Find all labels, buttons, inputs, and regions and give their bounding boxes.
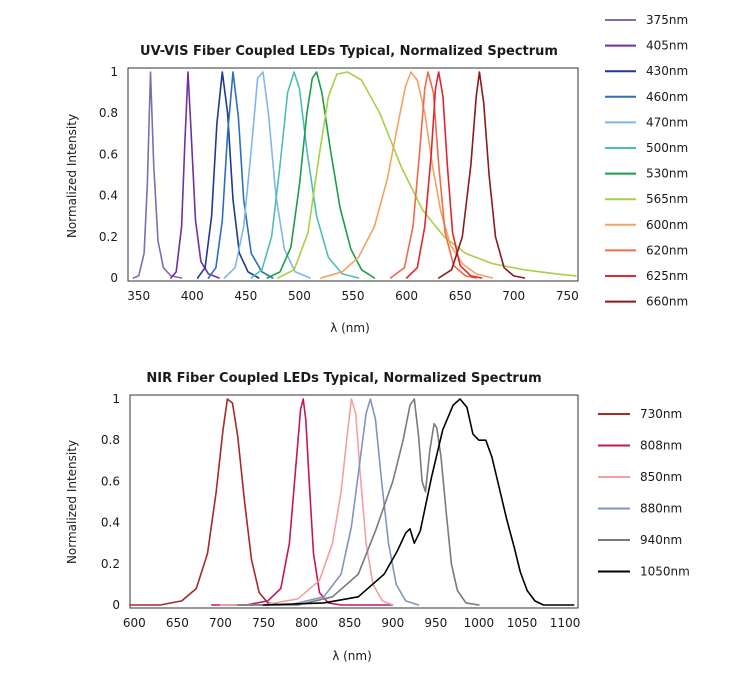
nir-series-808nm — [211, 398, 394, 606]
uv-vis-series-600nm — [320, 71, 494, 279]
uv-vis-chart: UV-VIS Fiber Coupled LEDs Typical, Norma… — [65, 13, 688, 335]
nir-legend-label: 730nm — [640, 407, 682, 421]
uv-vis-series-530nm — [266, 71, 376, 279]
uv-vis-y-tick-label: 0.8 — [99, 106, 118, 120]
uv-vis-series-660nm — [437, 71, 526, 279]
nir-x-tick-label: 650 — [166, 616, 189, 630]
uv-vis-series-group — [132, 71, 577, 279]
uv-vis-y-ticks: 0 0.2 0.4 0.6 0.8 1 — [99, 65, 118, 285]
nir-legend: 730nm 808nm 850nm 880nm 940nm 1050nm — [598, 407, 690, 579]
nir-legend-label: 808nm — [640, 439, 682, 453]
nir-series-730nm — [129, 398, 282, 606]
uv-vis-y-tick-label: 0.2 — [99, 230, 118, 244]
nir-legend-label: 850nm — [640, 470, 682, 484]
nir-chart: NIR Fiber Coupled LEDs Typical, Normaliz… — [65, 371, 690, 663]
uv-vis-x-tick-label: 700 — [502, 289, 525, 303]
nir-legend-label: 940nm — [640, 533, 682, 547]
nir-x-tick-label: 1000 — [464, 616, 495, 630]
uv-vis-legend-label: 405nm — [646, 39, 688, 53]
nir-plot-area — [129, 394, 579, 609]
nir-y-tick-label: 1 — [112, 392, 120, 406]
nir-x-axis-label: λ (nm) — [332, 649, 372, 663]
nir-chart-title: NIR Fiber Coupled LEDs Typical, Normaliz… — [146, 371, 541, 386]
uv-vis-x-tick-label: 450 — [234, 289, 257, 303]
uv-vis-series-430nm — [196, 71, 260, 279]
nir-x-tick-label: 850 — [338, 616, 361, 630]
uv-vis-legend-label: 660nm — [646, 295, 688, 309]
nir-x-tick-label: 750 — [252, 616, 275, 630]
nir-y-tick-label: 0 — [112, 598, 120, 612]
uv-vis-legend-label: 375nm — [646, 13, 688, 27]
uv-vis-y-tick-label: 0.6 — [99, 147, 118, 161]
uv-vis-x-tick-label: 550 — [342, 289, 365, 303]
uv-vis-y-tick-label: 1 — [110, 65, 118, 79]
nir-series-880nm — [236, 398, 420, 606]
nir-series-group — [129, 398, 575, 606]
uv-vis-x-tick-label: 600 — [395, 289, 418, 303]
uv-vis-x-tick-label: 350 — [127, 289, 150, 303]
uv-vis-legend-label: 565nm — [646, 192, 688, 206]
uv-vis-legend: 375nm 405nm 430nm 460nm 470nm 500nm 530nm 565nm… — [605, 13, 688, 309]
uv-vis-legend-label: 625nm — [646, 269, 688, 283]
uv-vis-series-625nm — [405, 71, 483, 279]
uv-vis-y-axis-label: Normalized Intensity — [65, 114, 79, 238]
uv-vis-legend-label: 430nm — [646, 64, 688, 78]
uv-vis-x-tick-label: 500 — [288, 289, 311, 303]
nir-x-ticks: 600 650 700 750 800 850 900 950 1000 1050 1100 — [123, 616, 580, 630]
nir-y-ticks: 0 0.2 0.4 0.6 0.8 1 — [101, 392, 120, 612]
nir-series-940nm — [236, 398, 480, 606]
nir-y-tick-label: 0.2 — [101, 557, 120, 571]
nir-x-tick-label: 800 — [295, 616, 318, 630]
uv-vis-y-tick-label: 0 — [110, 271, 118, 285]
nir-y-axis-label: Normalized Intensity — [65, 440, 79, 564]
nir-series-1050nm — [262, 398, 575, 606]
nir-y-tick-label: 0.6 — [101, 474, 120, 488]
nir-y-tick-label: 0.4 — [101, 516, 120, 530]
nir-x-tick-label: 700 — [209, 616, 232, 630]
uv-vis-chart-title: UV-VIS Fiber Coupled LEDs Typical, Norma… — [140, 44, 558, 59]
uv-vis-series-460nm — [207, 71, 274, 279]
uv-vis-legend-label: 530nm — [646, 167, 688, 181]
nir-x-tick-label: 600 — [123, 616, 146, 630]
uv-vis-legend-label: 600nm — [646, 218, 688, 232]
uv-vis-x-tick-label: 650 — [449, 289, 472, 303]
uv-vis-series-375nm — [132, 71, 183, 279]
nir-y-tick-label: 0.8 — [101, 433, 120, 447]
nir-series-850nm — [219, 398, 394, 606]
uv-vis-x-ticks: 350 400 450 500 550 600 650 700 750 — [127, 289, 578, 303]
uv-vis-series-470nm — [223, 71, 311, 279]
nir-legend-label: 1050nm — [640, 565, 690, 579]
uv-vis-series-620nm — [389, 71, 477, 279]
uv-vis-x-tick-label: 400 — [181, 289, 204, 303]
nir-x-tick-label: 900 — [381, 616, 404, 630]
uv-vis-legend-label: 500nm — [646, 141, 688, 155]
uv-vis-legend-label: 620nm — [646, 243, 688, 257]
nir-x-tick-label: 950 — [424, 616, 447, 630]
uv-vis-plot-area — [127, 67, 579, 282]
uv-vis-x-tick-label: 750 — [556, 289, 579, 303]
uv-vis-legend-label: 470nm — [646, 115, 688, 129]
uv-vis-y-tick-label: 0.4 — [99, 189, 118, 203]
uv-vis-x-axis-label: λ (nm) — [330, 321, 370, 335]
uv-vis-series-405nm — [170, 71, 220, 279]
uv-vis-legend-label: 460nm — [646, 90, 688, 104]
nir-x-tick-label: 1100 — [550, 616, 581, 630]
nir-x-tick-label: 1050 — [507, 616, 538, 630]
uv-vis-series-500nm — [250, 71, 360, 279]
nir-legend-label: 880nm — [640, 502, 682, 516]
